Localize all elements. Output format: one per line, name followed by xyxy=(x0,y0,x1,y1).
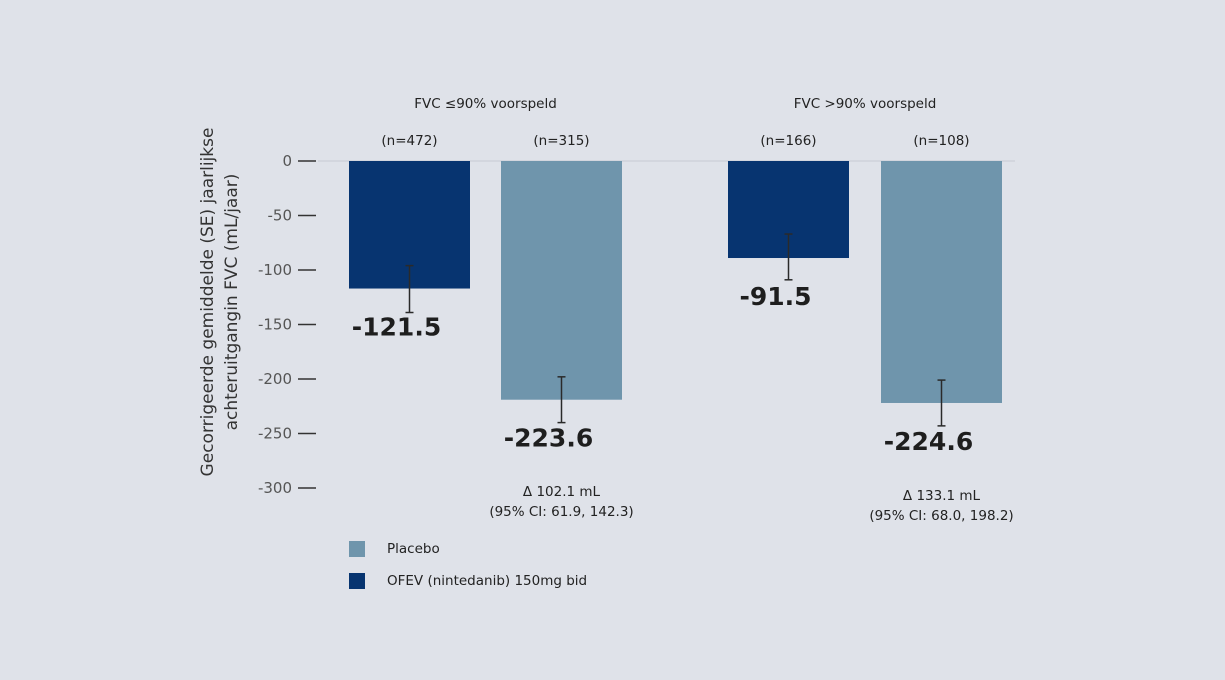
group-label-1: FVC ≤90% voorspeld xyxy=(414,96,557,112)
n-label-g1-b2: (n=315) xyxy=(533,133,589,149)
y-axis-title-line-2: achteruitgangin FVC (mL/jaar) xyxy=(222,174,242,431)
value-label-g2-b2: -224.6 xyxy=(884,427,973,456)
y-tick-label-5: -250 xyxy=(258,425,292,443)
y-axis-title-line-1: Gecorrigeerde gemiddelde (SE) jaarlijkse xyxy=(198,128,218,477)
ci-label-g1: (95% CI: 61.9, 142.3) xyxy=(489,504,633,520)
y-tick-label-3: -150 xyxy=(258,316,292,334)
y-tick-label-2: -100 xyxy=(258,261,292,279)
value-label-g2-b1: -91.5 xyxy=(739,282,811,311)
y-tick-label-4: -200 xyxy=(258,370,292,388)
legend-swatch-placebo xyxy=(349,541,365,557)
bar-g1-placebo xyxy=(501,161,622,400)
diff-label-g2: Δ 133.1 mL xyxy=(903,488,981,504)
n-label-g2-b2: (n=108) xyxy=(913,133,969,149)
ci-label-g2: (95% CI: 68.0, 198.2) xyxy=(869,508,1013,524)
n-label-g1-b1: (n=472) xyxy=(381,133,437,149)
n-label-g2-b1: (n=166) xyxy=(760,133,816,149)
diff-label-g1: Δ 102.1 mL xyxy=(523,484,601,500)
value-label-g1-b1: -121.5 xyxy=(352,313,441,342)
legend-item-ofev: OFEV (nintedanib) 150mg bid xyxy=(349,572,587,590)
legend-label-placebo: Placebo xyxy=(387,541,440,557)
legend-swatch-ofev xyxy=(349,573,365,589)
bar-g2-placebo xyxy=(881,161,1002,403)
y-tick-label-6: -300 xyxy=(258,479,292,497)
legend: Placebo OFEV (nintedanib) 150mg bid xyxy=(349,540,587,604)
group-label-2: FVC >90% voorspeld xyxy=(794,96,937,112)
value-label-g1-b2: -223.6 xyxy=(504,424,593,453)
y-tick-label-0: 0 xyxy=(282,152,292,170)
legend-label-ofev: OFEV (nintedanib) 150mg bid xyxy=(387,573,588,589)
legend-item-placebo: Placebo xyxy=(349,540,587,558)
y-tick-label-1: -50 xyxy=(268,207,293,225)
